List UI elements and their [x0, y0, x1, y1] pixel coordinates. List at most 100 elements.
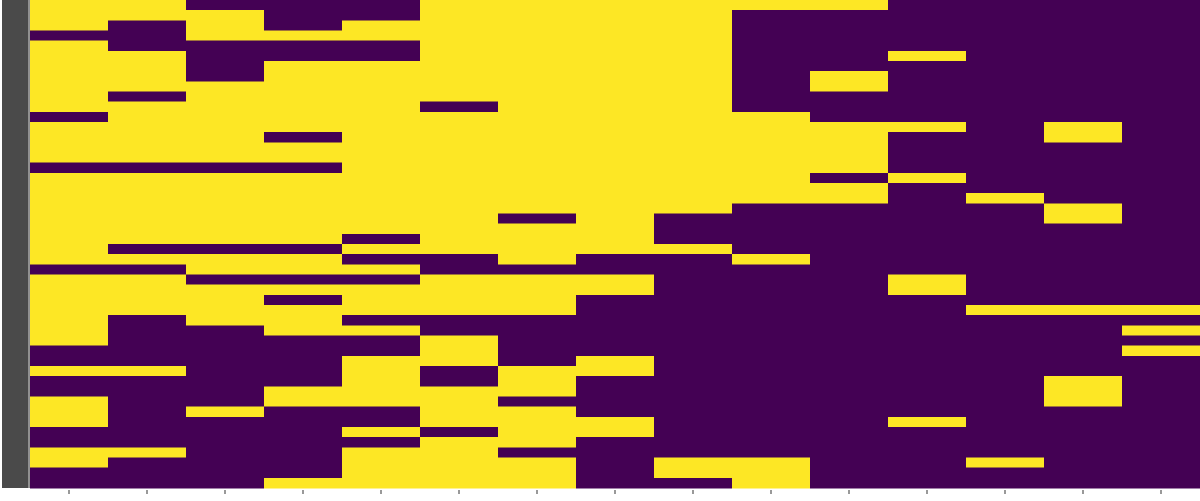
- cell: [30, 61, 109, 72]
- cell: [30, 20, 109, 31]
- cell: [186, 284, 265, 296]
- cell: [1122, 315, 1200, 326]
- cell: [810, 142, 889, 153]
- cell: [420, 122, 499, 133]
- cell: [732, 366, 811, 377]
- cell: [966, 457, 1045, 469]
- cell: [576, 81, 655, 92]
- cell: [576, 325, 655, 336]
- cell: [264, 477, 343, 489]
- cell: [654, 355, 733, 367]
- cell: [1044, 132, 1123, 143]
- cell: [888, 223, 967, 235]
- cell: [1044, 477, 1123, 489]
- cell: [1044, 274, 1123, 286]
- cell: [264, 315, 343, 326]
- cell: [888, 203, 967, 214]
- cell: [108, 305, 187, 316]
- cell: [1044, 101, 1123, 113]
- cell: [732, 437, 811, 448]
- cell: [966, 244, 1045, 255]
- cell: [888, 355, 967, 367]
- cell: [810, 10, 889, 21]
- cell: [810, 447, 889, 458]
- cell: [498, 81, 577, 92]
- cell: [1044, 152, 1123, 164]
- cell: [810, 284, 889, 296]
- cell: [810, 61, 889, 72]
- cell: [732, 376, 811, 387]
- cell: [888, 427, 967, 438]
- cell: [420, 61, 499, 72]
- cell: [810, 20, 889, 31]
- cell: [1044, 416, 1123, 428]
- cell: [966, 203, 1045, 214]
- cell: [1122, 406, 1200, 418]
- cell: [732, 274, 811, 286]
- cell: [810, 111, 889, 123]
- cell: [186, 305, 265, 316]
- cell: [576, 376, 655, 387]
- cell: [420, 254, 499, 265]
- cell: [966, 335, 1045, 347]
- cell: [1122, 254, 1200, 265]
- cell: [888, 122, 967, 133]
- cell: [966, 40, 1045, 52]
- cell: [30, 305, 109, 316]
- cell: [108, 244, 187, 255]
- cell: [264, 274, 343, 286]
- cell: [108, 447, 187, 458]
- cell: [966, 284, 1045, 296]
- cell: [810, 81, 889, 92]
- cell: [30, 376, 109, 387]
- cell: [30, 172, 109, 184]
- cell: [966, 264, 1045, 275]
- cell: [30, 274, 109, 286]
- cell: [810, 294, 889, 306]
- cell: [498, 183, 577, 194]
- cell: [342, 40, 421, 52]
- cell: [342, 203, 421, 214]
- cell: [1122, 305, 1200, 316]
- cell: [498, 111, 577, 123]
- cell: [30, 254, 109, 265]
- cell: [576, 274, 655, 286]
- cell: [186, 335, 265, 347]
- cell: [576, 264, 655, 275]
- cell: [264, 142, 343, 153]
- cell: [420, 172, 499, 184]
- cell: [108, 223, 187, 235]
- cell: [108, 172, 187, 184]
- cell: [342, 427, 421, 438]
- cell: [498, 467, 577, 479]
- cell: [420, 386, 499, 397]
- cell: [342, 467, 421, 479]
- cell: [30, 457, 109, 469]
- cell: [576, 345, 655, 357]
- cell: [654, 40, 733, 52]
- cell: [966, 122, 1045, 133]
- cell: [186, 427, 265, 438]
- cell: [498, 264, 577, 275]
- cell: [108, 376, 187, 387]
- cell: [342, 172, 421, 184]
- cell: [1122, 355, 1200, 367]
- cell: [186, 71, 265, 82]
- cell: [264, 40, 343, 52]
- cell: [888, 213, 967, 225]
- cell: [498, 40, 577, 52]
- cell: [30, 396, 109, 408]
- cell: [888, 142, 967, 153]
- cell: [342, 457, 421, 469]
- cell: [576, 40, 655, 52]
- cell: [1122, 427, 1200, 438]
- cell: [732, 203, 811, 214]
- cell: [264, 284, 343, 296]
- cell: [1122, 183, 1200, 194]
- cell: [888, 254, 967, 265]
- cell: [810, 345, 889, 357]
- cell: [186, 193, 265, 204]
- cell: [1044, 91, 1123, 103]
- cell: [1044, 467, 1123, 479]
- cell: [888, 20, 967, 31]
